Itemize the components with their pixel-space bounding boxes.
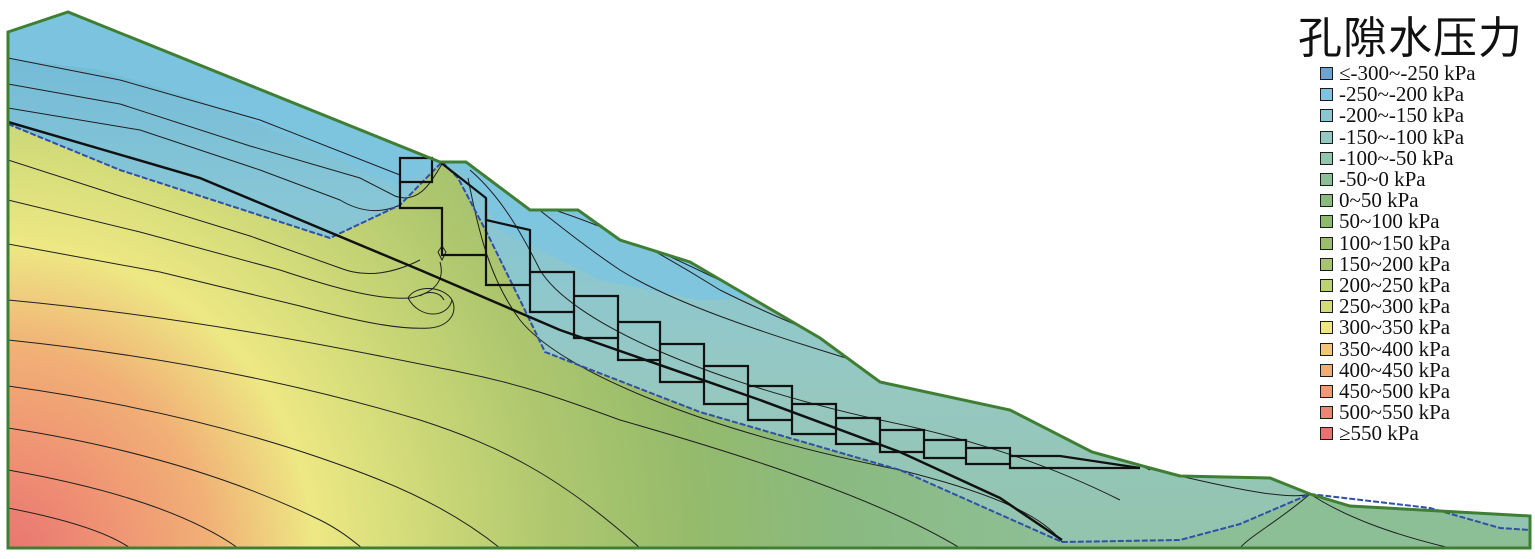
legend-label: -200~-150 kPa — [1339, 103, 1465, 128]
legend-item: -150~-100 kPa — [1320, 124, 1535, 149]
legend-swatch — [1320, 363, 1333, 377]
legend-item: 250~300 kPa — [1320, 296, 1535, 317]
legend-swatch — [1320, 257, 1333, 271]
legend: ≤-300~-250 kPa -250~-200 kPa -200~-150 kPa… — [1320, 63, 1535, 444]
legend-label: 350~400 kPa — [1339, 336, 1451, 361]
legend-swatch — [1320, 236, 1333, 250]
legend-swatch — [1320, 300, 1333, 314]
legend-label: 150~200 kPa — [1339, 251, 1451, 276]
legend-item: -200~-150 kPa — [1320, 105, 1535, 126]
legend-swatch — [1320, 173, 1333, 187]
water-table-line — [7, 123, 1531, 544]
legend-label: 250~300 kPa — [1339, 294, 1451, 319]
legend-item: 0~50 kPa — [1320, 190, 1535, 211]
legend-swatch — [1320, 88, 1333, 102]
legend-swatch — [1320, 342, 1333, 356]
legend-label: ≤-300~-250 kPa — [1339, 63, 1476, 86]
legend-item: 500~550 kPa — [1320, 402, 1535, 423]
legend-item: -50~0 kPa — [1320, 169, 1535, 190]
legend-swatch — [1320, 215, 1333, 229]
legend-label: -100~-50 kPa — [1339, 145, 1454, 170]
legend-label: 300~350 kPa — [1339, 315, 1451, 340]
legend-swatch — [1320, 109, 1333, 123]
legend-swatch — [1320, 67, 1333, 81]
legend-item: 150~200 kPa — [1320, 251, 1535, 276]
legend-item: -100~-50 kPa — [1320, 145, 1535, 170]
legend-label: -150~-100 kPa — [1339, 124, 1465, 149]
ground-surface-outline — [6, 10, 1532, 550]
legend-item: 100~150 kPa — [1320, 230, 1535, 255]
legend-label: 200~250 kPa — [1339, 272, 1451, 297]
legend-label: 100~150 kPa — [1339, 230, 1451, 255]
legend-label: 50~100 kPa — [1339, 209, 1440, 234]
legend-swatch — [1320, 321, 1333, 335]
legend-item: -250~-200 kPa — [1320, 84, 1535, 105]
legend-item: 50~100 kPa — [1320, 211, 1535, 232]
legend-item: 400~450 kPa — [1320, 357, 1535, 382]
legend-swatch — [1320, 278, 1333, 292]
legend-label: 450~500 kPa — [1339, 378, 1451, 403]
legend-label: 0~50 kPa — [1339, 188, 1419, 213]
legend-label: 500~550 kPa — [1339, 400, 1451, 425]
legend-item: ≥550 kPa — [1320, 423, 1535, 444]
legend-swatch — [1320, 384, 1333, 398]
legend-swatch — [1320, 406, 1333, 420]
legend-label: 400~450 kPa — [1339, 357, 1451, 382]
legend-item: 300~350 kPa — [1320, 317, 1535, 338]
legend-swatch — [1320, 194, 1333, 208]
legend-item: 450~500 kPa — [1320, 378, 1535, 403]
legend-swatch — [1320, 427, 1333, 441]
legend-label: -50~0 kPa — [1339, 167, 1426, 192]
legend-swatch — [1320, 130, 1333, 144]
legend-swatch — [1320, 151, 1333, 165]
legend-label: -250~-200 kPa — [1339, 82, 1465, 107]
deep-suction-zone — [8, 12, 760, 300]
legend-item: 350~400 kPa — [1320, 338, 1535, 359]
stepped-excavation — [398, 156, 1141, 470]
legend-item: ≤-300~-250 kPa — [1320, 63, 1535, 84]
legend-item: 200~250 kPa — [1320, 272, 1535, 297]
pressure-field — [8, 12, 1530, 548]
legend-label: ≥550 kPa — [1339, 421, 1419, 445]
legend-title: 孔隙水压力 — [1298, 13, 1523, 64]
